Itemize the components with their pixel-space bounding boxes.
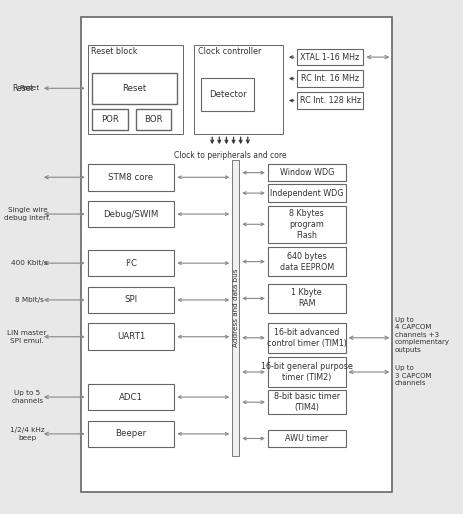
Text: UART1: UART1 — [117, 332, 145, 341]
FancyBboxPatch shape — [297, 70, 363, 87]
Text: 8 Kbytes
program
Flash: 8 Kbytes program Flash — [289, 209, 324, 240]
FancyBboxPatch shape — [268, 357, 346, 387]
Text: I²C: I²C — [125, 259, 137, 268]
Text: 8-bit basic timer
(TIM4): 8-bit basic timer (TIM4) — [274, 392, 340, 412]
Text: SPI: SPI — [125, 296, 138, 304]
Text: Up to
4 CAPCOM
channels +3
complementary
outputs: Up to 4 CAPCOM channels +3 complementary… — [394, 317, 450, 353]
Text: Detector: Detector — [209, 90, 247, 99]
Text: 1 Kbyte
RAM: 1 Kbyte RAM — [291, 288, 322, 308]
Text: ADC1: ADC1 — [119, 393, 143, 401]
Text: Clock to peripherals and core: Clock to peripherals and core — [174, 151, 286, 160]
FancyBboxPatch shape — [268, 430, 346, 447]
FancyBboxPatch shape — [88, 287, 175, 313]
Text: XTAL 1-16 MHz: XTAL 1-16 MHz — [300, 52, 360, 62]
FancyBboxPatch shape — [88, 384, 175, 410]
FancyBboxPatch shape — [268, 284, 346, 313]
FancyBboxPatch shape — [88, 164, 175, 191]
Text: Reset: Reset — [20, 85, 40, 91]
Text: RC Int. 16 MHz: RC Int. 16 MHz — [301, 74, 359, 83]
Text: Clock controller: Clock controller — [198, 47, 261, 57]
FancyBboxPatch shape — [268, 247, 346, 277]
Text: Reset: Reset — [122, 84, 146, 93]
FancyBboxPatch shape — [268, 164, 346, 181]
FancyBboxPatch shape — [92, 73, 176, 104]
Text: 1/2/4 kHz
beep: 1/2/4 kHz beep — [10, 427, 45, 440]
FancyBboxPatch shape — [136, 109, 171, 130]
FancyBboxPatch shape — [268, 323, 346, 353]
Text: Reset block: Reset block — [91, 47, 138, 57]
FancyBboxPatch shape — [92, 109, 128, 130]
Text: 16-bit general purpose
timer (TIM2): 16-bit general purpose timer (TIM2) — [261, 362, 353, 382]
Text: Independent WDG: Independent WDG — [270, 189, 344, 197]
FancyBboxPatch shape — [88, 45, 183, 134]
FancyBboxPatch shape — [81, 17, 392, 492]
Text: LIN master
SPI emul.: LIN master SPI emul. — [7, 330, 46, 343]
FancyBboxPatch shape — [268, 390, 346, 414]
Text: Reset: Reset — [13, 84, 34, 93]
Text: BOR: BOR — [144, 115, 163, 124]
FancyBboxPatch shape — [268, 185, 346, 202]
Text: 8 Mbit/s: 8 Mbit/s — [15, 297, 44, 303]
Text: 640 bytes
data EEPROM: 640 bytes data EEPROM — [280, 251, 334, 272]
FancyBboxPatch shape — [88, 250, 175, 277]
FancyBboxPatch shape — [88, 201, 175, 227]
Text: POR: POR — [101, 115, 119, 124]
Text: Debug/SWIM: Debug/SWIM — [103, 210, 159, 218]
Text: 400 Kbit/s: 400 Kbit/s — [12, 260, 48, 266]
Text: Up to 5
channels: Up to 5 channels — [12, 390, 44, 404]
Text: Beeper: Beeper — [115, 429, 147, 438]
FancyBboxPatch shape — [232, 160, 239, 456]
FancyBboxPatch shape — [201, 78, 255, 112]
Text: Window WDG: Window WDG — [280, 168, 334, 177]
Text: Single wire
debug interf.: Single wire debug interf. — [5, 207, 51, 221]
Text: RC Int. 128 kHz: RC Int. 128 kHz — [300, 96, 361, 105]
Text: AWU timer: AWU timer — [285, 434, 328, 443]
Text: Address and data bus: Address and data bus — [233, 269, 239, 347]
Text: 16-bit advanced
control timer (TIM1): 16-bit advanced control timer (TIM1) — [267, 328, 347, 348]
FancyBboxPatch shape — [88, 323, 175, 350]
FancyBboxPatch shape — [268, 206, 346, 243]
Text: STM8 core: STM8 core — [108, 173, 154, 182]
FancyBboxPatch shape — [297, 93, 363, 109]
Text: Up to
3 CAPCOM
channels: Up to 3 CAPCOM channels — [394, 365, 431, 386]
FancyBboxPatch shape — [88, 420, 175, 447]
FancyBboxPatch shape — [297, 49, 363, 65]
FancyBboxPatch shape — [194, 45, 283, 134]
